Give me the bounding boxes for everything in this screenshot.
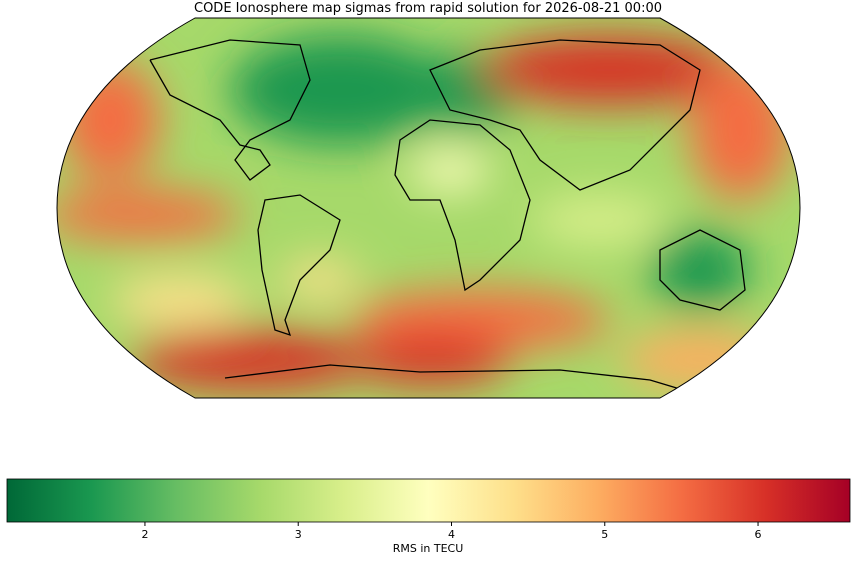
- tick-label: 4: [448, 528, 455, 541]
- tick-label: 2: [141, 528, 148, 541]
- map-frame: [56, 17, 801, 399]
- colorbar: [6, 478, 851, 523]
- colorbar-label: RMS in TECU: [393, 542, 464, 555]
- tick-label: 6: [755, 528, 762, 541]
- map-title: CODE Ionosphere map sigmas from rapid so…: [194, 1, 662, 16]
- tick-label: 5: [601, 528, 608, 541]
- sigma-map: [57, 18, 800, 398]
- tick-label: 3: [295, 528, 302, 541]
- colorbar-ticks: 2 3 4 5 6: [141, 522, 762, 541]
- coastlines: [149, 39, 746, 396]
